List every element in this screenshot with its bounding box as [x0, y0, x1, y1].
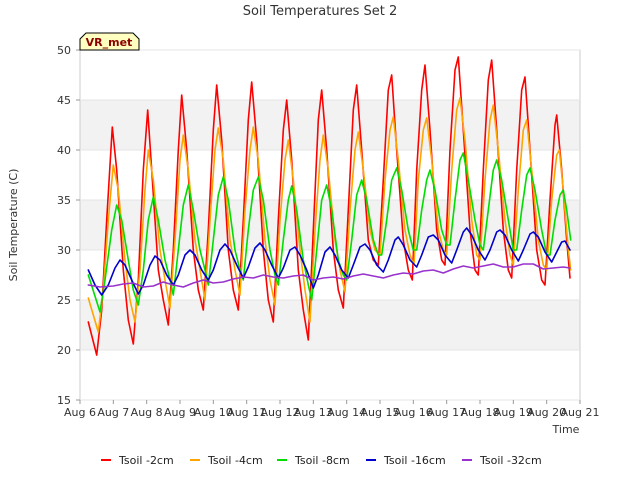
badge-shape [79, 32, 140, 51]
x-tick-label: Aug 12 [261, 406, 300, 419]
legend-label: Tsoil -16cm [383, 454, 446, 467]
grid-band [80, 100, 580, 150]
x-tick-label: Aug 20 [527, 406, 566, 419]
grid-band [80, 300, 580, 350]
grid-band [80, 50, 580, 100]
chart-title: Soil Temperatures Set 2 [243, 4, 398, 19]
y-tick-label: 15 [57, 394, 71, 407]
badge-label: VR_met [86, 36, 133, 49]
legend-label: Tsoil -32cm [479, 454, 542, 467]
x-tick-label: Aug 10 [194, 406, 233, 419]
x-tick-label: Aug 15 [361, 406, 400, 419]
y-tick-label: 50 [57, 44, 71, 57]
series-line-0 [87, 56, 571, 356]
x-tick-label: Aug 18 [461, 406, 500, 419]
vr-met-badge: VR_met [79, 32, 140, 51]
series-lines [87, 56, 572, 356]
legend-label: Tsoil -4cm [207, 454, 263, 467]
x-axis-label: Time [552, 423, 580, 436]
legend-label: Tsoil -2cm [118, 454, 174, 467]
x-tick-label: Aug 8 [131, 406, 163, 419]
series-line-1 [87, 97, 572, 333]
x-tick-label: Aug 11 [227, 406, 266, 419]
y-tick-label: 45 [57, 94, 71, 107]
grid-band [80, 250, 580, 300]
y-axis-ticks: 15 20 25 30 35 40 45 50 [57, 44, 580, 407]
y-tick-label: 25 [57, 294, 71, 307]
x-tick-label: Aug 19 [494, 406, 533, 419]
legend: Tsoil -2cm Tsoil -4cm Tsoil -8cm Tsoil -16c… [101, 454, 542, 467]
x-tick-label: Aug 17 [427, 406, 466, 419]
y-axis-label: Soil Temperature (C) [7, 169, 20, 282]
x-tick-label: Aug 13 [294, 406, 333, 419]
x-tick-label: Aug 21 [561, 406, 600, 419]
y-tick-label: 20 [57, 344, 71, 357]
y-tick-label: 30 [57, 244, 71, 257]
grid-band [80, 350, 580, 400]
legend-label: Tsoil -8cm [294, 454, 350, 467]
x-tick-label: Aug 16 [394, 406, 433, 419]
x-tick-label: Aug 9 [164, 406, 196, 419]
y-tick-label: 35 [57, 194, 71, 207]
x-tick-label: Aug 7 [97, 406, 129, 419]
x-tick-label: Aug 6 [64, 406, 96, 419]
y-tick-label: 40 [57, 144, 71, 157]
series-line-4 [87, 263, 571, 288]
x-tick-label: Aug 14 [327, 406, 366, 419]
